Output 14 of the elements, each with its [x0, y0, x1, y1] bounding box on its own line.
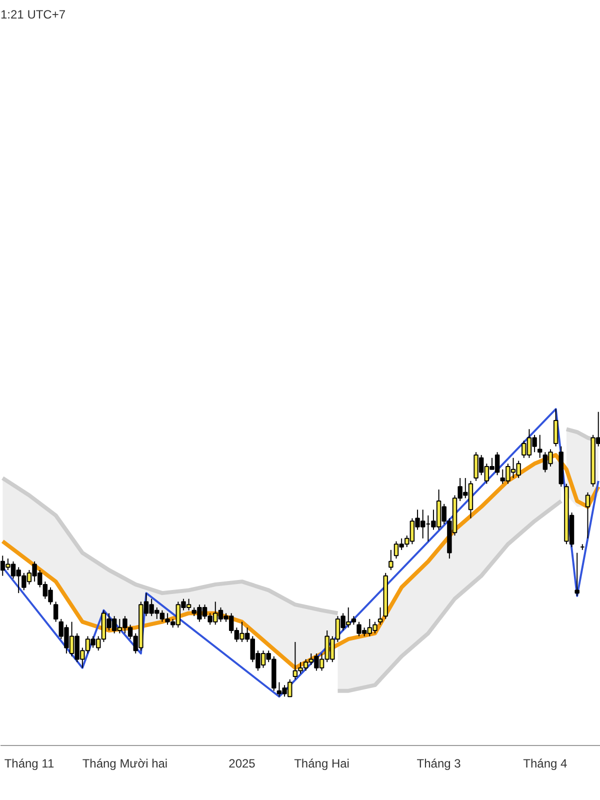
- candlestick: [574, 552, 580, 596]
- candlestick: [53, 601, 58, 622]
- candlestick: [538, 434, 542, 458]
- candlestick: [388, 549, 394, 571]
- x-tick-label: Tháng 3: [416, 756, 462, 770]
- x-tick-label: 2025: [228, 756, 256, 770]
- candlestick: [553, 408, 558, 447]
- text: 1:21 UTC+7: [0, 8, 66, 22]
- x-tick-label: Tháng 11: [4, 756, 54, 770]
- candlestick: [585, 492, 590, 539]
- candlestick: [378, 606, 383, 626]
- x-tick-label: Tháng Mười hai: [82, 756, 168, 770]
- x-tick-label: Tháng Hai: [294, 756, 350, 770]
- x-tick-label: Tháng 4: [523, 756, 568, 770]
